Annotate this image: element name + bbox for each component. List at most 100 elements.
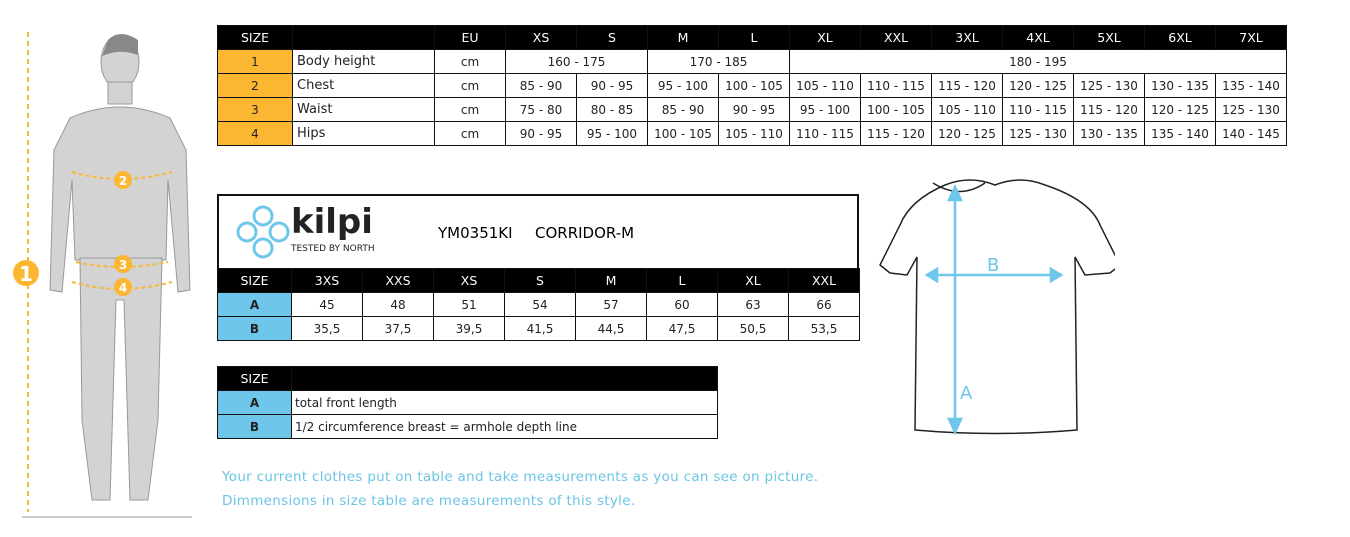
row-description: total front length bbox=[291, 390, 718, 415]
table-cell: 95 - 100 bbox=[789, 97, 861, 122]
table-cell: 170 - 185 bbox=[647, 49, 790, 74]
column-header: XL bbox=[789, 25, 861, 50]
table-cell: 95 - 100 bbox=[576, 121, 648, 146]
table-cell: 115 - 120 bbox=[860, 121, 932, 146]
table-cell: 110 - 115 bbox=[789, 121, 861, 146]
marker-4: 4 bbox=[119, 281, 127, 295]
table-cell: 115 - 120 bbox=[931, 73, 1003, 98]
row-description: 1/2 circumference breast = armhole depth… bbox=[291, 414, 718, 439]
table-cell: 125 - 130 bbox=[1215, 97, 1287, 122]
table-cell: 85 - 90 bbox=[647, 97, 719, 122]
row-key: A bbox=[217, 390, 292, 415]
header-row: SIZE 3XS XXS XS S M L XL XXL bbox=[217, 268, 860, 293]
shirt-label-a: A bbox=[960, 383, 973, 404]
table-cell: 105 - 110 bbox=[718, 121, 790, 146]
column-header: XXL bbox=[860, 25, 932, 50]
table-cell: 120 - 125 bbox=[931, 121, 1003, 146]
product-size-table: SIZE 3XS XXS XS S M L XL XXL A 45 48 51 54 57 60 63 66 B 35… bbox=[217, 268, 860, 341]
table-cell: 54 bbox=[504, 292, 576, 317]
column-header: L bbox=[646, 268, 718, 293]
row-key: B bbox=[217, 414, 292, 439]
product-code: YM0351KI bbox=[438, 224, 513, 242]
table-cell: 140 - 145 bbox=[1215, 121, 1287, 146]
note-line-1: Your current clothes put on table and ta… bbox=[222, 469, 819, 485]
header-row: SIZE bbox=[217, 366, 718, 391]
table-cell: 90 - 95 bbox=[576, 73, 648, 98]
table-cell: 100 - 105 bbox=[860, 97, 932, 122]
row-number: 1 bbox=[217, 49, 293, 74]
column-header: XXL bbox=[788, 268, 860, 293]
row-number: 4 bbox=[217, 121, 293, 146]
table-row: B 1/2 circumference breast = armhole dept… bbox=[217, 414, 718, 439]
table-cell: 100 - 105 bbox=[647, 121, 719, 146]
row-number: 2 bbox=[217, 73, 293, 98]
column-header: M bbox=[575, 268, 647, 293]
column-header: SIZE bbox=[217, 25, 293, 50]
unit-cell: cm bbox=[434, 121, 506, 146]
table-cell: 115 - 120 bbox=[1073, 97, 1145, 122]
table-cell: 57 bbox=[575, 292, 647, 317]
row-key: B bbox=[217, 316, 292, 341]
body-figure-illustration: 1 2 3 4 bbox=[13, 32, 192, 518]
table-cell: 41,5 bbox=[504, 316, 576, 341]
brand-logo-text: kilpi bbox=[291, 202, 373, 242]
column-header: 3XS bbox=[291, 268, 363, 293]
column-header: XS bbox=[433, 268, 505, 293]
table-cell: 45 bbox=[291, 292, 363, 317]
column-header: SIZE bbox=[217, 268, 292, 293]
table-cell: 39,5 bbox=[433, 316, 505, 341]
unit-cell: cm bbox=[434, 73, 506, 98]
table-cell: 53,5 bbox=[788, 316, 860, 341]
table-row: A 45 48 51 54 57 60 63 66 bbox=[217, 292, 860, 317]
table-cell: 75 - 80 bbox=[505, 97, 577, 122]
table-cell: 47,5 bbox=[646, 316, 718, 341]
marker-3: 3 bbox=[119, 258, 127, 272]
table-cell: 48 bbox=[362, 292, 434, 317]
row-label: Chest bbox=[292, 73, 435, 98]
table-row: 1 Body height cm 160 - 175 170 - 185 180 - 19… bbox=[217, 49, 1287, 74]
table-cell: 130 - 135 bbox=[1073, 121, 1145, 146]
column-header: XS bbox=[505, 25, 577, 50]
table-cell: 130 - 135 bbox=[1144, 73, 1216, 98]
table-row: B 35,5 37,5 39,5 41,5 44,5 47,5 50,5 53,5 bbox=[217, 316, 860, 341]
column-header: S bbox=[504, 268, 576, 293]
table-cell: 51 bbox=[433, 292, 505, 317]
column-header: 5XL bbox=[1073, 25, 1145, 50]
column-header: 6XL bbox=[1144, 25, 1216, 50]
table-cell: 180 - 195 bbox=[789, 49, 1287, 74]
column-header: S bbox=[576, 25, 648, 50]
column-header: XXS bbox=[362, 268, 434, 293]
table-row: 3 Waist cm 75 - 80 80 - 85 85 - 90 90 - 95 95 -… bbox=[217, 97, 1287, 122]
table-cell: 95 - 100 bbox=[647, 73, 719, 98]
column-header bbox=[292, 25, 435, 50]
table-cell: 37,5 bbox=[362, 316, 434, 341]
header-blank bbox=[291, 366, 718, 391]
table-cell: 120 - 125 bbox=[1002, 73, 1074, 98]
tshirt-measurement-diagram: B A bbox=[879, 179, 1115, 435]
table-cell: 80 - 85 bbox=[576, 97, 648, 122]
brand-tagline: Tested by North bbox=[291, 244, 375, 254]
row-number: 3 bbox=[217, 97, 293, 122]
table-row: 4 Hips cm 90 - 95 95 - 100 100 - 105 105 - 110… bbox=[217, 121, 1287, 146]
column-header: 3XL bbox=[931, 25, 1003, 50]
header-row: SIZE EU XS S M L XL XXL 3XL 4XL 5XL 6XL 7XL bbox=[217, 25, 1287, 50]
table-cell: 105 - 110 bbox=[789, 73, 861, 98]
table-cell: 66 bbox=[788, 292, 860, 317]
table-cell: 110 - 115 bbox=[860, 73, 932, 98]
row-label: Body height bbox=[292, 49, 435, 74]
table-cell: 105 - 110 bbox=[931, 97, 1003, 122]
row-key: A bbox=[217, 292, 292, 317]
unit-cell: cm bbox=[434, 97, 506, 122]
kilpi-logo-icon bbox=[236, 205, 290, 259]
table-row: 2 Chest cm 85 - 90 90 - 95 95 - 100 100 - 105 1… bbox=[217, 73, 1287, 98]
table-cell: 135 - 140 bbox=[1144, 121, 1216, 146]
column-header: EU bbox=[434, 25, 506, 50]
row-label: Waist bbox=[292, 97, 435, 122]
column-header: SIZE bbox=[217, 366, 292, 391]
marker-1: 1 bbox=[19, 262, 33, 286]
marker-2: 2 bbox=[119, 174, 127, 188]
table-cell: 135 - 140 bbox=[1215, 73, 1287, 98]
table-cell: 60 bbox=[646, 292, 718, 317]
column-header: 4XL bbox=[1002, 25, 1074, 50]
